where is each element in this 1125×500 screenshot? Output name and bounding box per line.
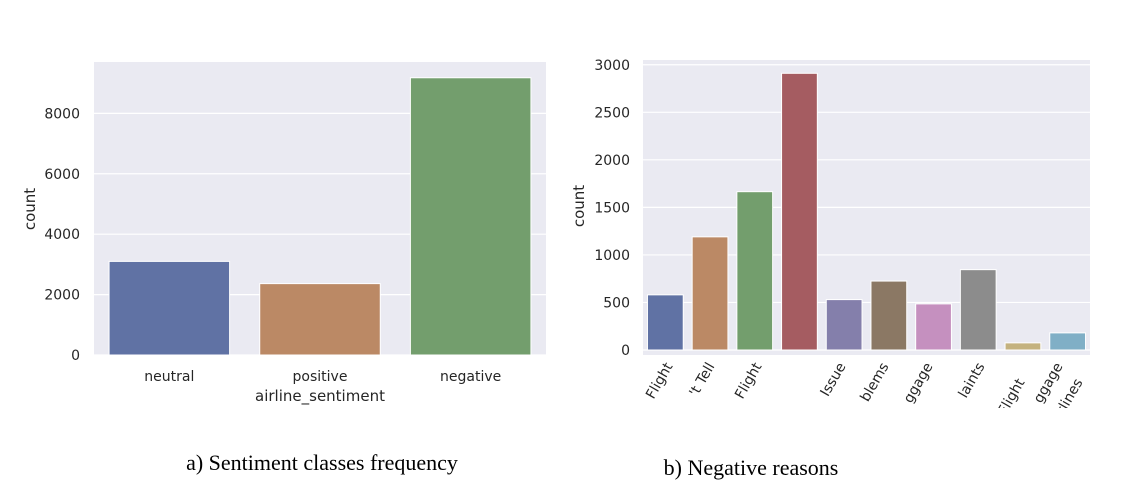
chart-b-y-tick-label: 2000 [594, 153, 630, 169]
chart-b-bar [870, 280, 908, 351]
chart-a-caption: a) Sentiment classes frequency [186, 450, 458, 475]
chart-b-x-tick-label: Flight [995, 376, 1029, 418]
chart-sentiment-classes: 0 2000 4000 6000 8000 neutral positive negativ… [21, 62, 546, 475]
chart-b-y-axis-label: count [570, 185, 588, 227]
chart-a-y-tick-label: 8000 [44, 106, 80, 122]
chart-b-bar [825, 299, 863, 351]
chart-b-y-tick-label: 1000 [594, 248, 630, 264]
chart-b-caption: b) Negative reasons [664, 455, 839, 480]
chart-b-bar [1049, 332, 1087, 351]
chart-b-bar [959, 269, 997, 351]
chart-b-bar [646, 294, 684, 351]
chart-b-bar [1004, 342, 1042, 351]
chart-b-x-tick-label: blems [857, 360, 892, 405]
chart-a-y-tick-label: 0 [71, 348, 80, 364]
chart-b-y-tick-label: 0 [621, 343, 630, 359]
chart-b-y-tick-label: 2500 [594, 105, 630, 121]
chart-b-x-tick-label: ggage [901, 360, 937, 406]
chart-b-x-tick-label: laints [956, 360, 989, 401]
chart-a-bar [108, 260, 231, 356]
chart-a-x-axis-label: airline_sentiment [255, 387, 385, 406]
chart-b-bar [691, 236, 729, 351]
chart-b-x-tick-label: 't Tell [686, 360, 718, 399]
chart-a-bar [409, 77, 532, 356]
chart-b-x-tick-label: Flight [643, 360, 677, 402]
chart-a-bar [259, 283, 381, 356]
chart-b-bar [736, 191, 774, 351]
chart-b-bar [781, 72, 818, 351]
chart-b-x-tick-label: Flight [732, 360, 766, 402]
chart-b-y-tick-label: 3000 [594, 58, 630, 74]
chart-a-y-tick-label: 6000 [44, 167, 80, 183]
chart-a-y-axis-label: count [21, 188, 39, 230]
chart-b-y-tick-label: 500 [603, 295, 630, 311]
chart-negative-reasons: 0 500 1000 1500 2000 2500 3000 Flight 't Tell Fl… [570, 58, 1090, 480]
chart-b-y-tick-label: 1500 [594, 200, 630, 216]
chart-a-x-tick-label: neutral [144, 369, 194, 385]
chart-b-bar [915, 303, 952, 351]
chart-a-x-tick-label: negative [440, 369, 501, 385]
chart-b-x-tick-label: rlines [1053, 376, 1086, 417]
chart-a-x-tick-label: positive [293, 369, 348, 385]
chart-a-y-tick-label: 4000 [44, 227, 80, 243]
chart-a-y-tick-label: 2000 [44, 288, 80, 304]
chart-b-x-tick-label: Issue [818, 360, 850, 399]
